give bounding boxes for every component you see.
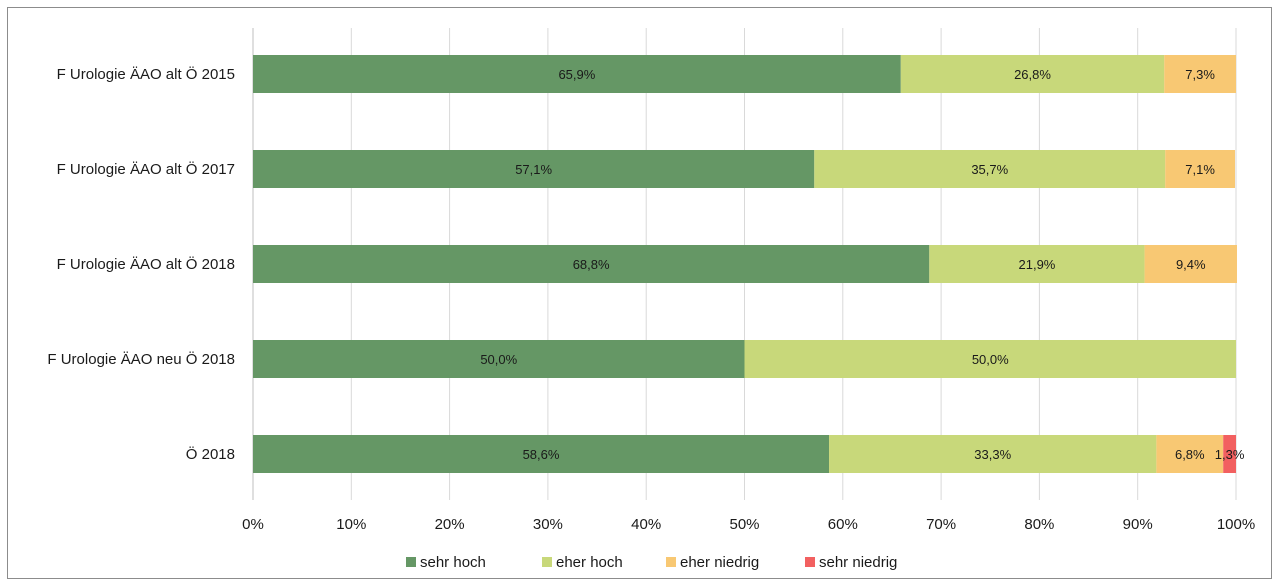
bar-segment [253, 340, 745, 378]
bar-segment [1223, 435, 1236, 473]
x-tick-label: 0% [242, 516, 264, 533]
x-tick-label: 50% [729, 516, 759, 533]
bar-segment [253, 150, 815, 188]
data-label: 26,8% [1014, 67, 1051, 82]
category-label: Ö 2018 [186, 445, 235, 463]
x-tick-label: 60% [828, 516, 858, 533]
bar-segment [1164, 55, 1236, 93]
category-labels: F Urologie ÄAO alt Ö 2015 F Urologie ÄAO … [47, 65, 235, 463]
data-labels: 65,9% 26,8% 7,3% 57,1% 35,7% 7,1% 68,8% 21,9% 9,… [480, 67, 1245, 462]
bar-segment [1156, 435, 1224, 473]
data-label: 1,3% [1215, 447, 1245, 462]
data-label: 50,0% [972, 352, 1009, 367]
x-tick-label: 30% [533, 516, 563, 533]
x-tick-label: 90% [1123, 516, 1153, 533]
data-label: 6,8% [1175, 447, 1205, 462]
data-label: 9,4% [1176, 257, 1206, 272]
category-label: F Urologie ÄAO alt Ö 2018 [57, 255, 235, 273]
bar-segment [829, 435, 1157, 473]
x-tick-label: 20% [435, 516, 465, 533]
legend: sehr hoch eher hoch eher niedrig sehr niedr… [406, 554, 897, 571]
x-tick-label: 80% [1024, 516, 1054, 533]
legend-label: eher niedrig [680, 554, 759, 571]
legend-swatch [805, 557, 815, 567]
legend-swatch [542, 557, 552, 567]
bar-segment [253, 245, 930, 283]
data-label: 58,6% [523, 447, 560, 462]
legend-swatch [406, 557, 416, 567]
bar-segment [253, 435, 830, 473]
chart-frame [7, 7, 1272, 579]
legend-label: sehr hoch [420, 554, 486, 571]
bar-segment [744, 340, 1236, 378]
data-label: 57,1% [515, 162, 552, 177]
x-axis-ticks: 0% 10% 20% 30% 40% 50% 60% 70% 80% 90% 100% [242, 516, 1255, 533]
bar-segment [814, 150, 1166, 188]
bar-segment [253, 55, 901, 93]
x-tick-label: 40% [631, 516, 661, 533]
category-label: F Urologie ÄAO neu Ö 2018 [47, 350, 235, 368]
category-label: F Urologie ÄAO alt Ö 2017 [57, 160, 235, 178]
data-label: 33,3% [974, 447, 1011, 462]
data-label: 7,3% [1185, 67, 1215, 82]
data-label: 65,9% [558, 67, 595, 82]
legend-label: sehr niedrig [819, 554, 897, 571]
x-tick-label: 10% [336, 516, 366, 533]
data-label: 21,9% [1019, 257, 1056, 272]
bars [253, 55, 1237, 473]
bar-segment [1165, 150, 1236, 188]
data-label: 50,0% [480, 352, 517, 367]
bar-segment [1144, 245, 1237, 283]
x-tick-label: 100% [1217, 516, 1255, 533]
legend-label: eher hoch [556, 554, 623, 571]
legend-swatch [666, 557, 676, 567]
data-label: 68,8% [573, 257, 610, 272]
bar-segment [900, 55, 1165, 93]
bar-segment [929, 245, 1145, 283]
data-label: 35,7% [971, 162, 1008, 177]
data-label: 7,1% [1185, 162, 1215, 177]
x-tick-label: 70% [926, 516, 956, 533]
category-label: F Urologie ÄAO alt Ö 2015 [57, 65, 235, 83]
